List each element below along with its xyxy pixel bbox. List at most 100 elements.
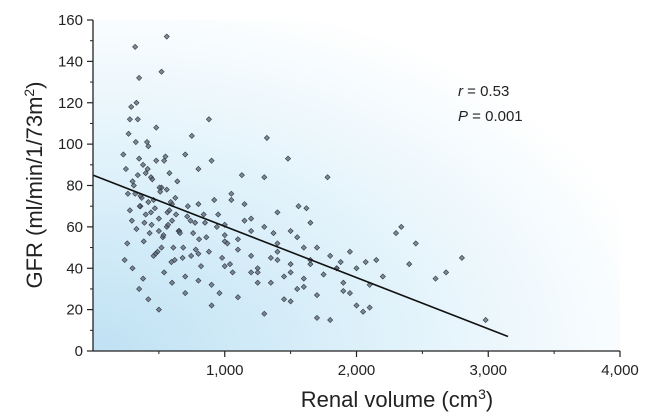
data-point xyxy=(295,203,302,210)
data-point xyxy=(158,244,165,251)
data-point xyxy=(155,215,162,222)
data-point xyxy=(208,302,215,309)
data-point xyxy=(379,273,386,280)
data-point xyxy=(215,211,222,218)
data-point xyxy=(143,139,151,146)
data-point xyxy=(172,194,179,201)
data-points xyxy=(120,33,489,323)
data-point xyxy=(482,316,489,323)
data-point xyxy=(132,139,139,146)
data-point xyxy=(153,124,160,131)
data-point xyxy=(176,230,183,237)
data-point xyxy=(136,285,143,292)
data-point xyxy=(234,294,241,301)
data-point xyxy=(134,116,141,123)
data-point xyxy=(201,219,209,226)
data-point xyxy=(163,33,170,40)
data-point xyxy=(196,236,203,243)
data-point xyxy=(241,217,248,224)
data-point xyxy=(203,234,210,241)
data-point xyxy=(140,238,147,245)
data-point xyxy=(169,217,176,224)
data-point xyxy=(216,290,223,297)
data-point xyxy=(160,232,167,239)
data-point xyxy=(166,170,173,177)
data-point xyxy=(213,223,220,230)
data-point xyxy=(443,269,450,276)
data-point xyxy=(124,190,131,197)
data-point xyxy=(261,310,268,317)
data-point xyxy=(128,103,135,110)
data-point xyxy=(126,116,133,123)
data-point xyxy=(146,230,153,237)
data-point xyxy=(205,248,212,255)
data-point xyxy=(274,256,281,263)
data-point xyxy=(129,265,136,272)
data-point xyxy=(307,261,314,268)
data-point xyxy=(200,211,207,218)
data-point xyxy=(208,157,215,164)
data-point xyxy=(122,165,129,172)
data-point xyxy=(393,230,400,237)
data-point xyxy=(313,292,320,299)
data-point xyxy=(267,254,274,261)
data-point xyxy=(145,199,152,206)
data-point xyxy=(274,248,281,255)
data-point xyxy=(136,155,143,162)
data-point xyxy=(340,279,347,286)
data-point xyxy=(346,248,353,255)
data-point xyxy=(254,279,261,286)
data-point xyxy=(313,314,320,321)
data-point xyxy=(208,281,215,288)
data-point xyxy=(188,252,195,259)
data-point xyxy=(130,182,137,189)
data-point xyxy=(320,271,327,278)
data-point xyxy=(432,275,439,282)
data-point xyxy=(171,256,178,263)
data-point xyxy=(136,74,143,81)
data-point xyxy=(126,207,133,214)
data-point xyxy=(263,134,270,141)
data-point xyxy=(128,217,135,224)
data-point xyxy=(458,254,465,261)
data-point xyxy=(190,230,197,237)
data-point xyxy=(162,153,169,160)
data-point xyxy=(157,188,164,195)
data-point xyxy=(179,254,186,261)
data-point xyxy=(166,207,173,214)
data-point xyxy=(133,99,140,106)
data-point xyxy=(147,209,154,216)
data-point xyxy=(366,304,373,311)
y-tick-label: 20 xyxy=(66,302,83,319)
data-point xyxy=(313,244,320,251)
y-tick-label: 100 xyxy=(58,136,83,153)
data-point xyxy=(221,263,228,270)
data-point xyxy=(327,316,334,323)
data-point xyxy=(238,172,245,179)
data-point xyxy=(362,259,369,266)
data-point xyxy=(198,263,205,270)
data-point xyxy=(187,217,194,224)
data-point xyxy=(234,236,241,243)
data-point xyxy=(195,277,202,284)
data-point xyxy=(353,265,360,272)
data-point xyxy=(324,174,331,181)
data-point xyxy=(161,157,168,164)
data-point xyxy=(124,240,131,247)
data-point xyxy=(184,203,191,210)
data-point xyxy=(141,219,148,226)
data-point xyxy=(294,285,301,292)
data-point xyxy=(170,244,177,251)
data-point xyxy=(148,221,155,228)
data-point xyxy=(211,196,218,204)
data-point xyxy=(140,161,147,168)
stat-annotation: P = 0.001 xyxy=(458,108,523,125)
y-axis-title: GFR (ml/min/1/73m2) xyxy=(21,81,47,288)
x-tick-label: 1,000 xyxy=(206,362,244,379)
data-point xyxy=(161,269,168,276)
axes: 0 20 40 60 80 100 120 140 160 1,000 2,000 3,000 4,00… xyxy=(58,12,639,379)
data-point xyxy=(121,256,128,263)
data-point xyxy=(248,215,255,222)
data-point xyxy=(300,244,307,251)
data-point xyxy=(182,290,189,297)
